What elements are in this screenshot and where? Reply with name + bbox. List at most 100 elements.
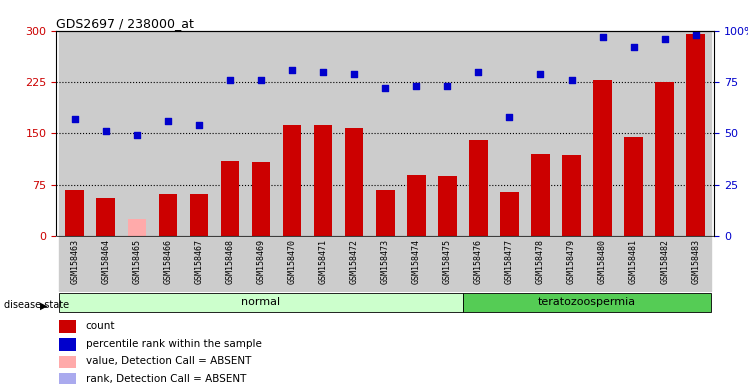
- Bar: [245, 31, 277, 236]
- Bar: [655, 82, 674, 236]
- Text: GSM158466: GSM158466: [163, 239, 172, 284]
- Text: GSM158465: GSM158465: [132, 239, 141, 284]
- Bar: [687, 34, 705, 236]
- Bar: [277, 31, 307, 236]
- Bar: [59, 373, 76, 384]
- Text: GSM158483: GSM158483: [691, 239, 700, 284]
- Point: [69, 116, 81, 122]
- Bar: [91, 236, 121, 292]
- Bar: [91, 31, 121, 236]
- Bar: [680, 31, 711, 236]
- Bar: [463, 31, 494, 236]
- Point: [503, 114, 515, 120]
- Bar: [159, 194, 177, 236]
- Text: ▶: ▶: [40, 300, 48, 310]
- Bar: [59, 356, 76, 368]
- Text: GDS2697 / 238000_at: GDS2697 / 238000_at: [56, 17, 194, 30]
- Point: [473, 69, 485, 75]
- Bar: [277, 236, 307, 292]
- Bar: [407, 174, 426, 236]
- Bar: [401, 236, 432, 292]
- Bar: [339, 236, 370, 292]
- Bar: [649, 31, 680, 236]
- Text: normal: normal: [242, 297, 280, 308]
- Bar: [189, 194, 208, 236]
- Bar: [183, 236, 215, 292]
- Bar: [376, 190, 394, 236]
- Bar: [59, 31, 91, 236]
- Bar: [556, 31, 587, 236]
- Bar: [59, 236, 91, 292]
- Bar: [183, 31, 215, 236]
- Bar: [432, 31, 463, 236]
- Point: [597, 34, 609, 40]
- Text: GSM158472: GSM158472: [349, 239, 359, 284]
- Text: GSM158468: GSM158468: [225, 239, 234, 284]
- Point: [411, 83, 423, 89]
- Bar: [500, 192, 518, 236]
- Bar: [680, 236, 711, 292]
- Point: [628, 44, 640, 50]
- Bar: [593, 80, 612, 236]
- Point: [565, 77, 577, 83]
- Bar: [401, 31, 432, 236]
- Text: GSM158473: GSM158473: [381, 239, 390, 284]
- Text: GSM158479: GSM158479: [567, 239, 576, 284]
- Bar: [121, 236, 153, 292]
- Text: teratozoospermia: teratozoospermia: [538, 297, 636, 308]
- Bar: [283, 124, 301, 236]
- Point: [224, 77, 236, 83]
- Bar: [314, 125, 332, 236]
- Text: GSM158467: GSM158467: [194, 239, 203, 284]
- Bar: [494, 236, 525, 292]
- Bar: [59, 338, 76, 351]
- Bar: [65, 190, 84, 236]
- Bar: [463, 293, 711, 312]
- Text: GSM158481: GSM158481: [629, 239, 638, 284]
- Bar: [345, 128, 364, 236]
- Point: [535, 71, 547, 77]
- Bar: [245, 236, 277, 292]
- Bar: [469, 140, 488, 236]
- Point: [317, 69, 329, 75]
- Text: GSM158482: GSM158482: [660, 239, 669, 284]
- Bar: [618, 236, 649, 292]
- Bar: [96, 199, 115, 236]
- Bar: [221, 161, 239, 236]
- Text: GSM158470: GSM158470: [287, 239, 296, 284]
- Text: disease state: disease state: [4, 300, 69, 310]
- Bar: [370, 236, 401, 292]
- Bar: [127, 219, 146, 236]
- Text: percentile rank within the sample: percentile rank within the sample: [86, 339, 262, 349]
- Text: GSM158474: GSM158474: [411, 239, 421, 284]
- Bar: [649, 236, 680, 292]
- Text: value, Detection Call = ABSENT: value, Detection Call = ABSENT: [86, 356, 251, 366]
- Text: count: count: [86, 321, 115, 331]
- Point: [286, 67, 298, 73]
- Bar: [438, 176, 456, 236]
- Bar: [625, 137, 643, 236]
- Bar: [562, 156, 581, 236]
- Bar: [556, 236, 587, 292]
- Bar: [307, 236, 339, 292]
- Bar: [121, 31, 153, 236]
- Text: GSM158475: GSM158475: [443, 239, 452, 284]
- Text: GSM158478: GSM158478: [536, 239, 545, 284]
- Text: GSM158464: GSM158464: [101, 239, 110, 284]
- Text: GSM158477: GSM158477: [505, 239, 514, 284]
- Bar: [618, 31, 649, 236]
- Bar: [432, 236, 463, 292]
- Bar: [370, 31, 401, 236]
- Point: [131, 132, 143, 139]
- Text: rank, Detection Call = ABSENT: rank, Detection Call = ABSENT: [86, 374, 246, 384]
- Bar: [525, 31, 556, 236]
- Point: [379, 85, 391, 91]
- Bar: [153, 31, 183, 236]
- Bar: [153, 236, 183, 292]
- Point: [348, 71, 360, 77]
- Bar: [215, 236, 245, 292]
- Bar: [215, 31, 245, 236]
- Bar: [59, 293, 463, 312]
- Text: GSM158480: GSM158480: [598, 239, 607, 284]
- Bar: [463, 236, 494, 292]
